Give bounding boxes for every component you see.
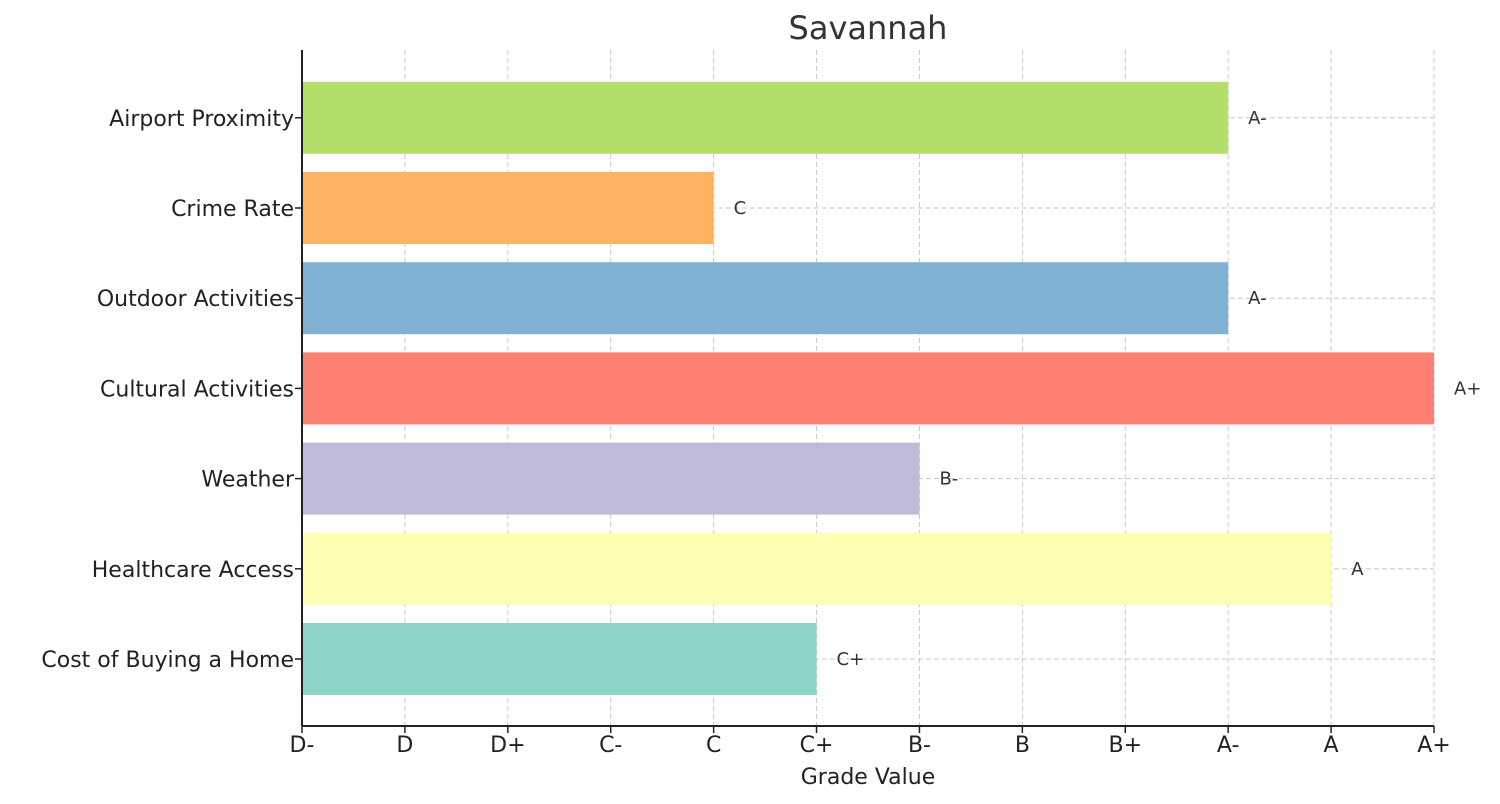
- bar: [302, 81, 1229, 154]
- x-tick-label: A-: [1217, 733, 1240, 758]
- bar-value-label: B-: [939, 469, 958, 490]
- x-tick-label: D: [396, 733, 413, 758]
- chart-title: Savannah: [789, 9, 948, 47]
- bar-value-label: A: [1351, 559, 1364, 580]
- x-tick-label: A+: [1417, 733, 1450, 758]
- bar: [302, 532, 1332, 605]
- x-tick-label: D+: [490, 733, 525, 758]
- bar-value-label: A+: [1454, 378, 1481, 399]
- bar-value-label: A-: [1248, 288, 1266, 309]
- x-tick-label: B-: [908, 733, 931, 758]
- axes: D- D D+ C- C C+ B- B B+ A- A A+ Cost of Buying a Hom…: [41, 50, 1451, 758]
- bar-value-label: A-: [1248, 108, 1266, 129]
- y-tick-label: Cultural Activities: [100, 377, 294, 402]
- y-tick-label: Weather: [201, 468, 295, 493]
- y-tick-label: Airport Proximity: [109, 107, 294, 132]
- x-tick-label: C: [706, 733, 721, 758]
- bar-value-label: C+: [837, 649, 865, 670]
- y-tick-label: Healthcare Access: [92, 558, 294, 583]
- x-tick-label: B: [1015, 733, 1030, 758]
- x-tick-label: A: [1324, 733, 1339, 758]
- x-tick-label: D-: [290, 733, 315, 758]
- x-tick-label: C-: [599, 733, 622, 758]
- y-tick-label: Crime Rate: [171, 197, 294, 222]
- y-tick-label: Cost of Buying a Home: [41, 648, 294, 673]
- bar: [302, 352, 1434, 425]
- bar: [302, 172, 714, 244]
- value-labels: C+ A B- A+ A- C A-: [734, 108, 1482, 670]
- bars: [302, 81, 1434, 695]
- y-tick-label: Outdoor Activities: [97, 287, 294, 312]
- bar: [302, 442, 920, 515]
- bar: [302, 262, 1229, 335]
- bar-value-label: C: [734, 198, 747, 219]
- x-tick-label: B+: [1109, 733, 1143, 758]
- x-axis-label: Grade Value: [801, 765, 935, 790]
- x-tick-label: C+: [800, 733, 834, 758]
- bar: [302, 623, 817, 695]
